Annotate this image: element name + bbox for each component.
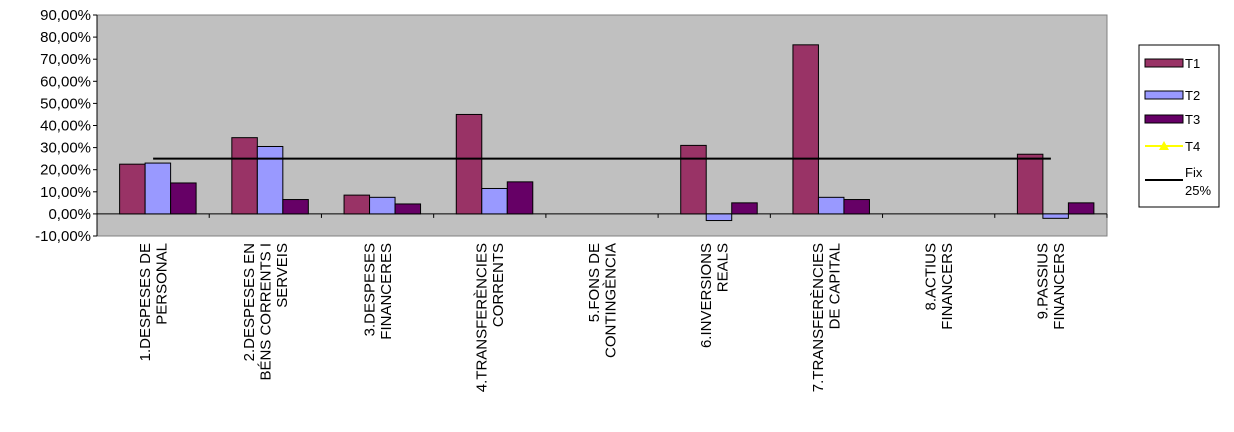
y-tick-label: 60,00% <box>40 73 91 90</box>
category-label-line: SERVEIS <box>274 243 291 308</box>
category-label-line: BÉNS CORRENTS I <box>257 243 274 381</box>
y-tick-label: 10,00% <box>40 184 91 201</box>
category-label: 1.DESPESES DE PERSONAL <box>137 243 171 361</box>
y-tick-label: 80,00% <box>40 29 91 46</box>
bar-t1 <box>343 194 371 215</box>
bar-t2 <box>256 145 284 215</box>
category-label: 2.DESPESES EN BÉNS CORRENTS I SERVEIS <box>241 243 291 381</box>
legend-label: T2 <box>1185 88 1200 103</box>
category-label-line: REALS <box>714 243 731 292</box>
category-label: 7.TRANSFERÈNCIES DE CAPITAL <box>810 243 844 392</box>
y-tick-label: 40,00% <box>40 118 91 135</box>
category-label-line: 6.INVERSIONS <box>698 243 715 348</box>
legend-label: 25% <box>1185 183 1211 198</box>
category-label-line: 8.ACTIUS <box>922 243 939 311</box>
legend-swatch-t1 <box>1144 58 1184 68</box>
bar-t2 <box>705 213 733 222</box>
y-axis-ticks: 90,00% 80,00% 70,00% 60,00% 50,00% 40,00% 30,0… <box>35 7 97 245</box>
category-label-line: FINANCERS <box>939 243 956 330</box>
bar-t1 <box>455 113 483 215</box>
bar-t2 <box>144 162 172 215</box>
category-label: 3.DESPESES FINANCERES <box>361 243 395 340</box>
category-label-line: 4.TRANSFERÈNCIES <box>474 243 491 392</box>
legend-label: T1 <box>1185 56 1200 71</box>
category-label-line: CONTINGÈNCIA <box>602 243 619 358</box>
bar-t3 <box>731 202 758 215</box>
legend-swatch-t2 <box>1144 90 1184 100</box>
category-label-line: 1.DESPESES DE <box>137 243 154 361</box>
y-tick-label: 70,00% <box>40 51 91 68</box>
category-label-line: 7.TRANSFERÈNCIES <box>810 243 827 392</box>
category-label-line: DE CAPITAL <box>827 243 844 329</box>
bar-t2 <box>1042 213 1069 219</box>
category-label: 4.TRANSFERÈNCIES CORRENTS <box>474 243 508 392</box>
bar-t1 <box>1016 153 1044 215</box>
bar-t3 <box>394 203 422 215</box>
x-axis-categories: 1.DESPESES DE PERSONAL 2.DESPESES EN BÉNS C… <box>137 243 1068 392</box>
category-label-line: 2.DESPESES EN <box>241 243 258 361</box>
category-label: 5.FONS DE CONTINGÈNCIA <box>586 243 620 358</box>
category-label: 9.PASSIUS FINANCERS <box>1035 243 1069 330</box>
bar-t2 <box>369 196 396 215</box>
category-label-line: FINANCERS <box>1051 243 1068 330</box>
bar-t1 <box>231 137 258 215</box>
legend-swatch-t3 <box>1144 114 1184 124</box>
y-tick-label: 50,00% <box>40 95 91 112</box>
category-label-line: 5.FONS DE <box>586 243 603 322</box>
bar-t3 <box>1067 202 1095 215</box>
category-label-line: FINANCERES <box>378 243 395 340</box>
bar-t3 <box>506 181 534 215</box>
bar-t3 <box>170 182 197 215</box>
category-label-line: CORRENTS <box>490 243 507 327</box>
legend-label: T4 <box>1185 139 1200 154</box>
y-tick-label: 90,00% <box>40 7 91 24</box>
bar-t1 <box>792 44 819 215</box>
y-tick-label: 0,00% <box>48 206 91 223</box>
bar-t1 <box>119 163 146 215</box>
category-label-line: PERSONAL <box>153 243 170 325</box>
bar-t3 <box>843 199 870 215</box>
bars <box>119 44 1095 222</box>
legend: T1 T2 T3 T4 Fix 25% <box>1138 44 1220 208</box>
y-tick-label: 20,00% <box>40 162 91 179</box>
y-tick-label: 30,00% <box>40 140 91 157</box>
bar-t2 <box>817 196 845 215</box>
bar-t3 <box>282 199 309 215</box>
bar-t2 <box>481 187 508 215</box>
y-tick-label: -10,00% <box>35 228 91 245</box>
category-label: 8.ACTIUS FINANCERS <box>922 243 956 330</box>
legend-label: Fix <box>1185 165 1203 180</box>
legend-label: T3 <box>1185 112 1200 127</box>
bar-t1 <box>680 144 707 215</box>
category-label-line: 3.DESPESES <box>361 243 378 336</box>
category-label-line: 9.PASSIUS <box>1035 243 1052 319</box>
category-label: 6.INVERSIONS REALS <box>698 243 732 348</box>
legend-marker-t4 <box>1159 141 1169 150</box>
